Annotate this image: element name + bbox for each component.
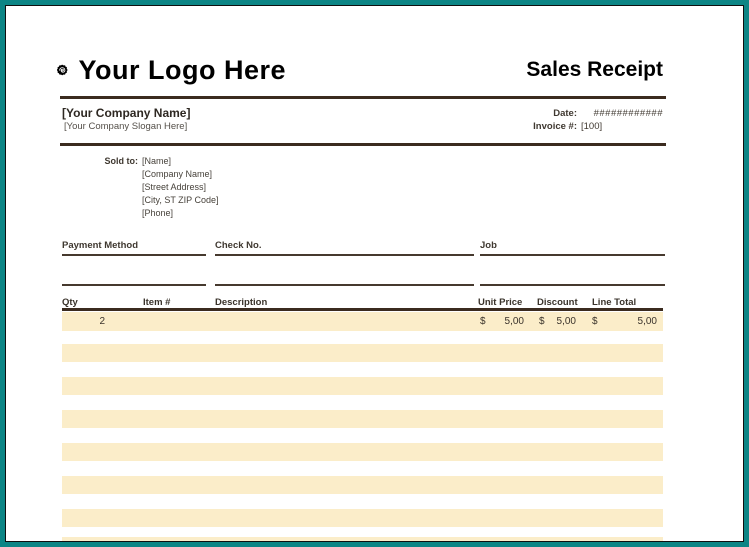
sold-to-city[interactable]: [City, ST ZIP Code] (142, 195, 219, 205)
date-label: Date: (553, 108, 577, 119)
company-name-placeholder[interactable]: [Your Company Name] (62, 106, 191, 120)
item-line-total-cell[interactable]: $ 5,00 (592, 312, 657, 331)
line-total-currency: $ (592, 316, 598, 327)
col-header-description: Description (215, 297, 268, 308)
payment-method-label: Payment Method (62, 240, 139, 251)
invoice-number-label: Invoice #: (533, 121, 577, 132)
date-value[interactable]: ############ (593, 108, 663, 119)
discount-currency: $ (539, 316, 545, 327)
empty-item-row[interactable] (62, 410, 663, 428)
col-header-qty: Qty (62, 297, 78, 308)
logo-placeholder-text[interactable]: Your Logo Here (78, 54, 286, 85)
sold-to-name[interactable]: [Name] (142, 156, 172, 166)
document-title: Sales Receipt (526, 58, 663, 81)
col-header-item: Item # (143, 297, 171, 308)
unit-price-currency: $ (480, 316, 486, 327)
empty-item-row[interactable] (62, 476, 663, 494)
col-header-line-total: Line Total (592, 297, 637, 308)
item-unit-price-cell[interactable]: $ 5,00 (480, 312, 524, 331)
payment-method-bottom-line (62, 284, 206, 286)
item-qty-cell[interactable]: 2 (99, 316, 105, 327)
col-header-unit-price: Unit Price (478, 297, 523, 308)
job-underline (480, 254, 665, 256)
logo-rosette-spiral-icon (56, 64, 68, 76)
line-total-value: 5,00 (637, 316, 657, 327)
payment-method-underline (62, 254, 206, 256)
unit-price-value: 5,00 (504, 316, 524, 327)
check-no-label: Check No. (215, 240, 262, 251)
empty-item-row[interactable] (62, 377, 663, 395)
check-no-underline (215, 254, 474, 256)
job-input[interactable] (480, 256, 665, 284)
col-header-discount: Discount (537, 297, 578, 308)
date-row: Date: ############ (420, 108, 663, 121)
check-no-bottom-line (215, 284, 474, 286)
payment-method-input[interactable] (62, 256, 206, 284)
company-slogan-placeholder[interactable]: [Your Company Slogan Here] (64, 121, 188, 132)
empty-item-row[interactable] (62, 344, 663, 362)
company-band-divider (60, 143, 666, 146)
item-discount-cell[interactable]: $ 5,00 (539, 312, 576, 331)
discount-value: 5,00 (556, 316, 576, 327)
table-header-rule (62, 308, 663, 311)
job-label: Job (480, 240, 497, 251)
invoice-number-row: Invoice #: [100] (420, 121, 663, 134)
sold-to-label: Sold to: (104, 156, 139, 166)
check-no-input[interactable] (215, 256, 474, 284)
job-bottom-line (480, 284, 665, 286)
sold-to-company[interactable]: [Company Name] (142, 169, 213, 179)
logo-area[interactable]: Your Logo Here (56, 48, 286, 92)
empty-item-row[interactable] (62, 509, 663, 527)
sold-to-street[interactable]: [Street Address] (142, 182, 207, 192)
empty-item-row[interactable] (62, 537, 663, 547)
invoice-number-value[interactable]: [100] (581, 121, 603, 132)
empty-item-row[interactable] (62, 443, 663, 461)
header-divider (60, 96, 666, 99)
item-row-1[interactable]: 2 $ 5,00 $ 5,00 $ 5,00 (62, 312, 663, 331)
sold-to-phone[interactable]: [Phone] (142, 208, 174, 218)
